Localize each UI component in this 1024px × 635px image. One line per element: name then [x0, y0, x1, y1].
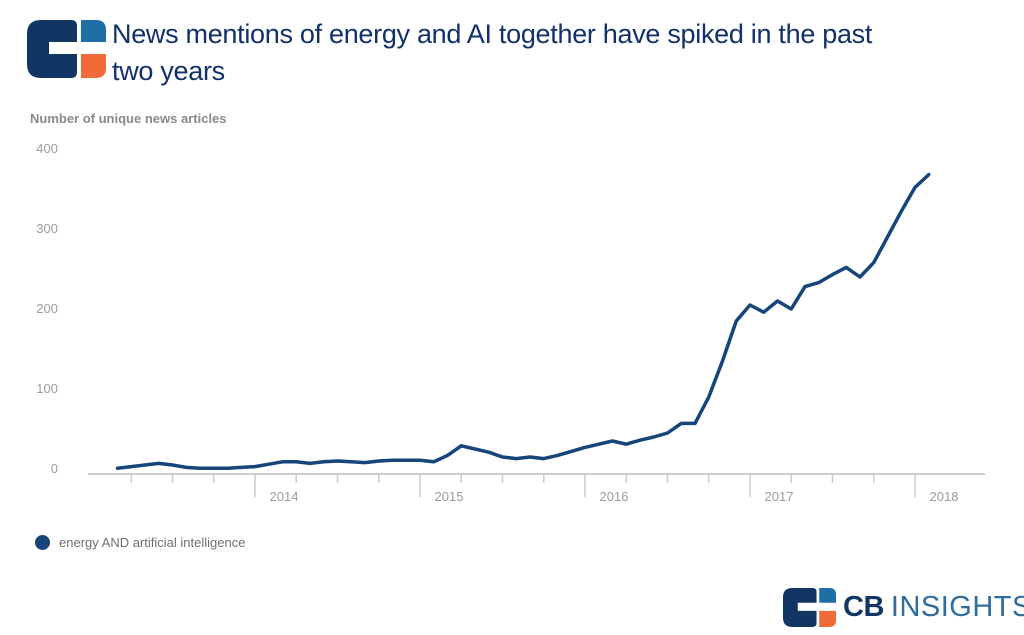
cbinsights-brand-footer: CB INSIGHTS	[783, 588, 1024, 627]
page-title: News mentions of energy and AI together …	[112, 16, 872, 90]
legend-series-dot-icon	[35, 535, 50, 550]
page-title-line2: two years	[112, 56, 225, 86]
x-tick-label-2015: 2015	[434, 489, 464, 504]
y-tick-label-300: 300	[36, 221, 58, 236]
y-tick-label-400: 400	[36, 141, 58, 156]
page-title-line1: News mentions of energy and AI together …	[112, 19, 873, 49]
y-tick-label-0: 0	[50, 461, 58, 476]
brand-text-cb: CB	[843, 591, 884, 623]
y-tick-label-100: 100	[36, 381, 58, 396]
brand-text-insights: INSIGHTS	[890, 591, 1024, 623]
x-tick-label-2017: 2017	[764, 489, 794, 504]
y-axis-title: Number of unique news articles	[30, 111, 227, 126]
x-tick-label-2016: 2016	[599, 489, 629, 504]
y-tick-label-200: 200	[36, 301, 58, 316]
legend-series-label: energy AND artificial intelligence	[59, 535, 246, 550]
x-tick-label-2014: 2014	[269, 489, 299, 504]
cbinsights-logo-icon-small	[783, 588, 836, 627]
legend: energy AND artificial intelligence	[35, 535, 245, 550]
x-tick-label-2018: 2018	[929, 489, 959, 504]
cbinsights-logo-icon	[27, 20, 106, 78]
